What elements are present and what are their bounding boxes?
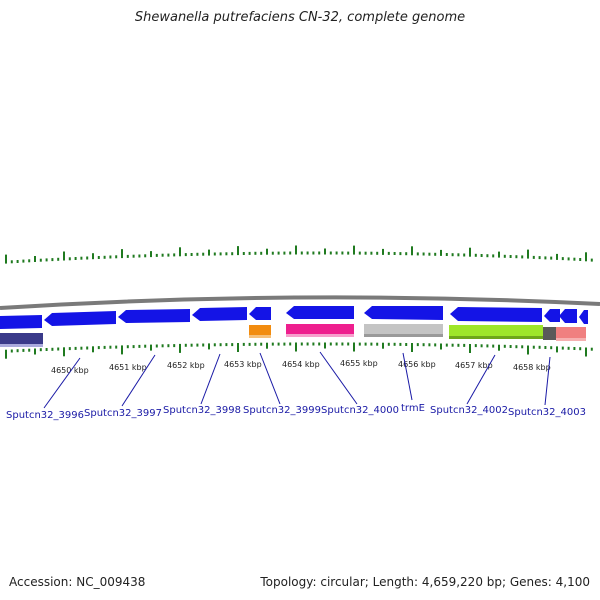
outer-tick-marks [5, 245, 593, 264]
feature-block-gray[interactable] [364, 324, 443, 336]
kbp-label: 4657 kbp [455, 361, 493, 370]
map-title: Shewanella putrefaciens CN-32, complete … [134, 10, 466, 25]
kbp-scale: 4650 kbp 4651 kbp 4652 kbp 4653 kbp 4654… [51, 359, 551, 375]
gene-label-sputcn32-4000[interactable]: Sputcn32_4000 [321, 405, 399, 416]
feature-block-navy[interactable] [0, 333, 43, 346]
feature-blocks [0, 324, 586, 347]
gene-label-sputcn32-3996[interactable]: Sputcn32_3996 [6, 410, 84, 421]
gene-arrow[interactable] [450, 307, 542, 322]
gene-arrow[interactable] [286, 306, 354, 319]
gene-labels: Sputcn32_3996 Sputcn32_3997 Sputcn32_399… [6, 403, 586, 421]
gene-features [0, 306, 588, 329]
gene-leader-lines [43, 351, 551, 409]
genome-backbone [0, 295, 600, 310]
gene-arrow[interactable] [44, 311, 116, 326]
kbp-label: 4650 kbp [51, 366, 89, 375]
gene-arrow[interactable] [249, 307, 271, 320]
gene-arrow[interactable] [0, 315, 42, 329]
gene-label-sputcn32-3999[interactable]: Sputcn32_3999 [243, 405, 321, 416]
gene-label-trme[interactable]: trmE [401, 403, 425, 414]
gene-label-sputcn32-3997[interactable]: Sputcn32_3997 [84, 408, 162, 419]
feature-block-pink[interactable] [286, 324, 354, 336]
gene-arrow[interactable] [364, 306, 443, 320]
gene-label-sputcn32-4003[interactable]: Sputcn32_4003 [508, 407, 586, 418]
gene-arrow[interactable] [559, 309, 577, 323]
feature-block-darkgray[interactable] [543, 327, 556, 340]
gene-arrow[interactable] [118, 309, 190, 323]
kbp-label: 4651 kbp [109, 363, 147, 372]
kbp-label: 4655 kbp [340, 359, 378, 368]
kbp-label: 4658 kbp [513, 363, 551, 372]
kbp-label: 4656 kbp [398, 360, 436, 369]
feature-block-salmon[interactable] [556, 327, 586, 340]
gene-arrow[interactable] [192, 307, 247, 321]
kbp-label: 4653 kbp [224, 360, 262, 369]
genome-info-text: Topology: circular; Length: 4,659,220 bp… [260, 575, 590, 589]
feature-block-lime[interactable] [449, 325, 543, 338]
feature-block-orange[interactable] [249, 325, 271, 337]
gene-label-sputcn32-4002[interactable]: Sputcn32_4002 [430, 405, 508, 416]
kbp-label: 4654 kbp [282, 360, 320, 369]
gene-arrow[interactable] [544, 309, 560, 322]
gene-arrow[interactable] [579, 310, 588, 324]
kbp-label: 4652 kbp [167, 361, 205, 370]
accession-text: Accession: NC_009438 [9, 575, 146, 589]
inner-tick-marks [5, 342, 593, 359]
gene-label-sputcn32-3998[interactable]: Sputcn32_3998 [163, 405, 241, 416]
